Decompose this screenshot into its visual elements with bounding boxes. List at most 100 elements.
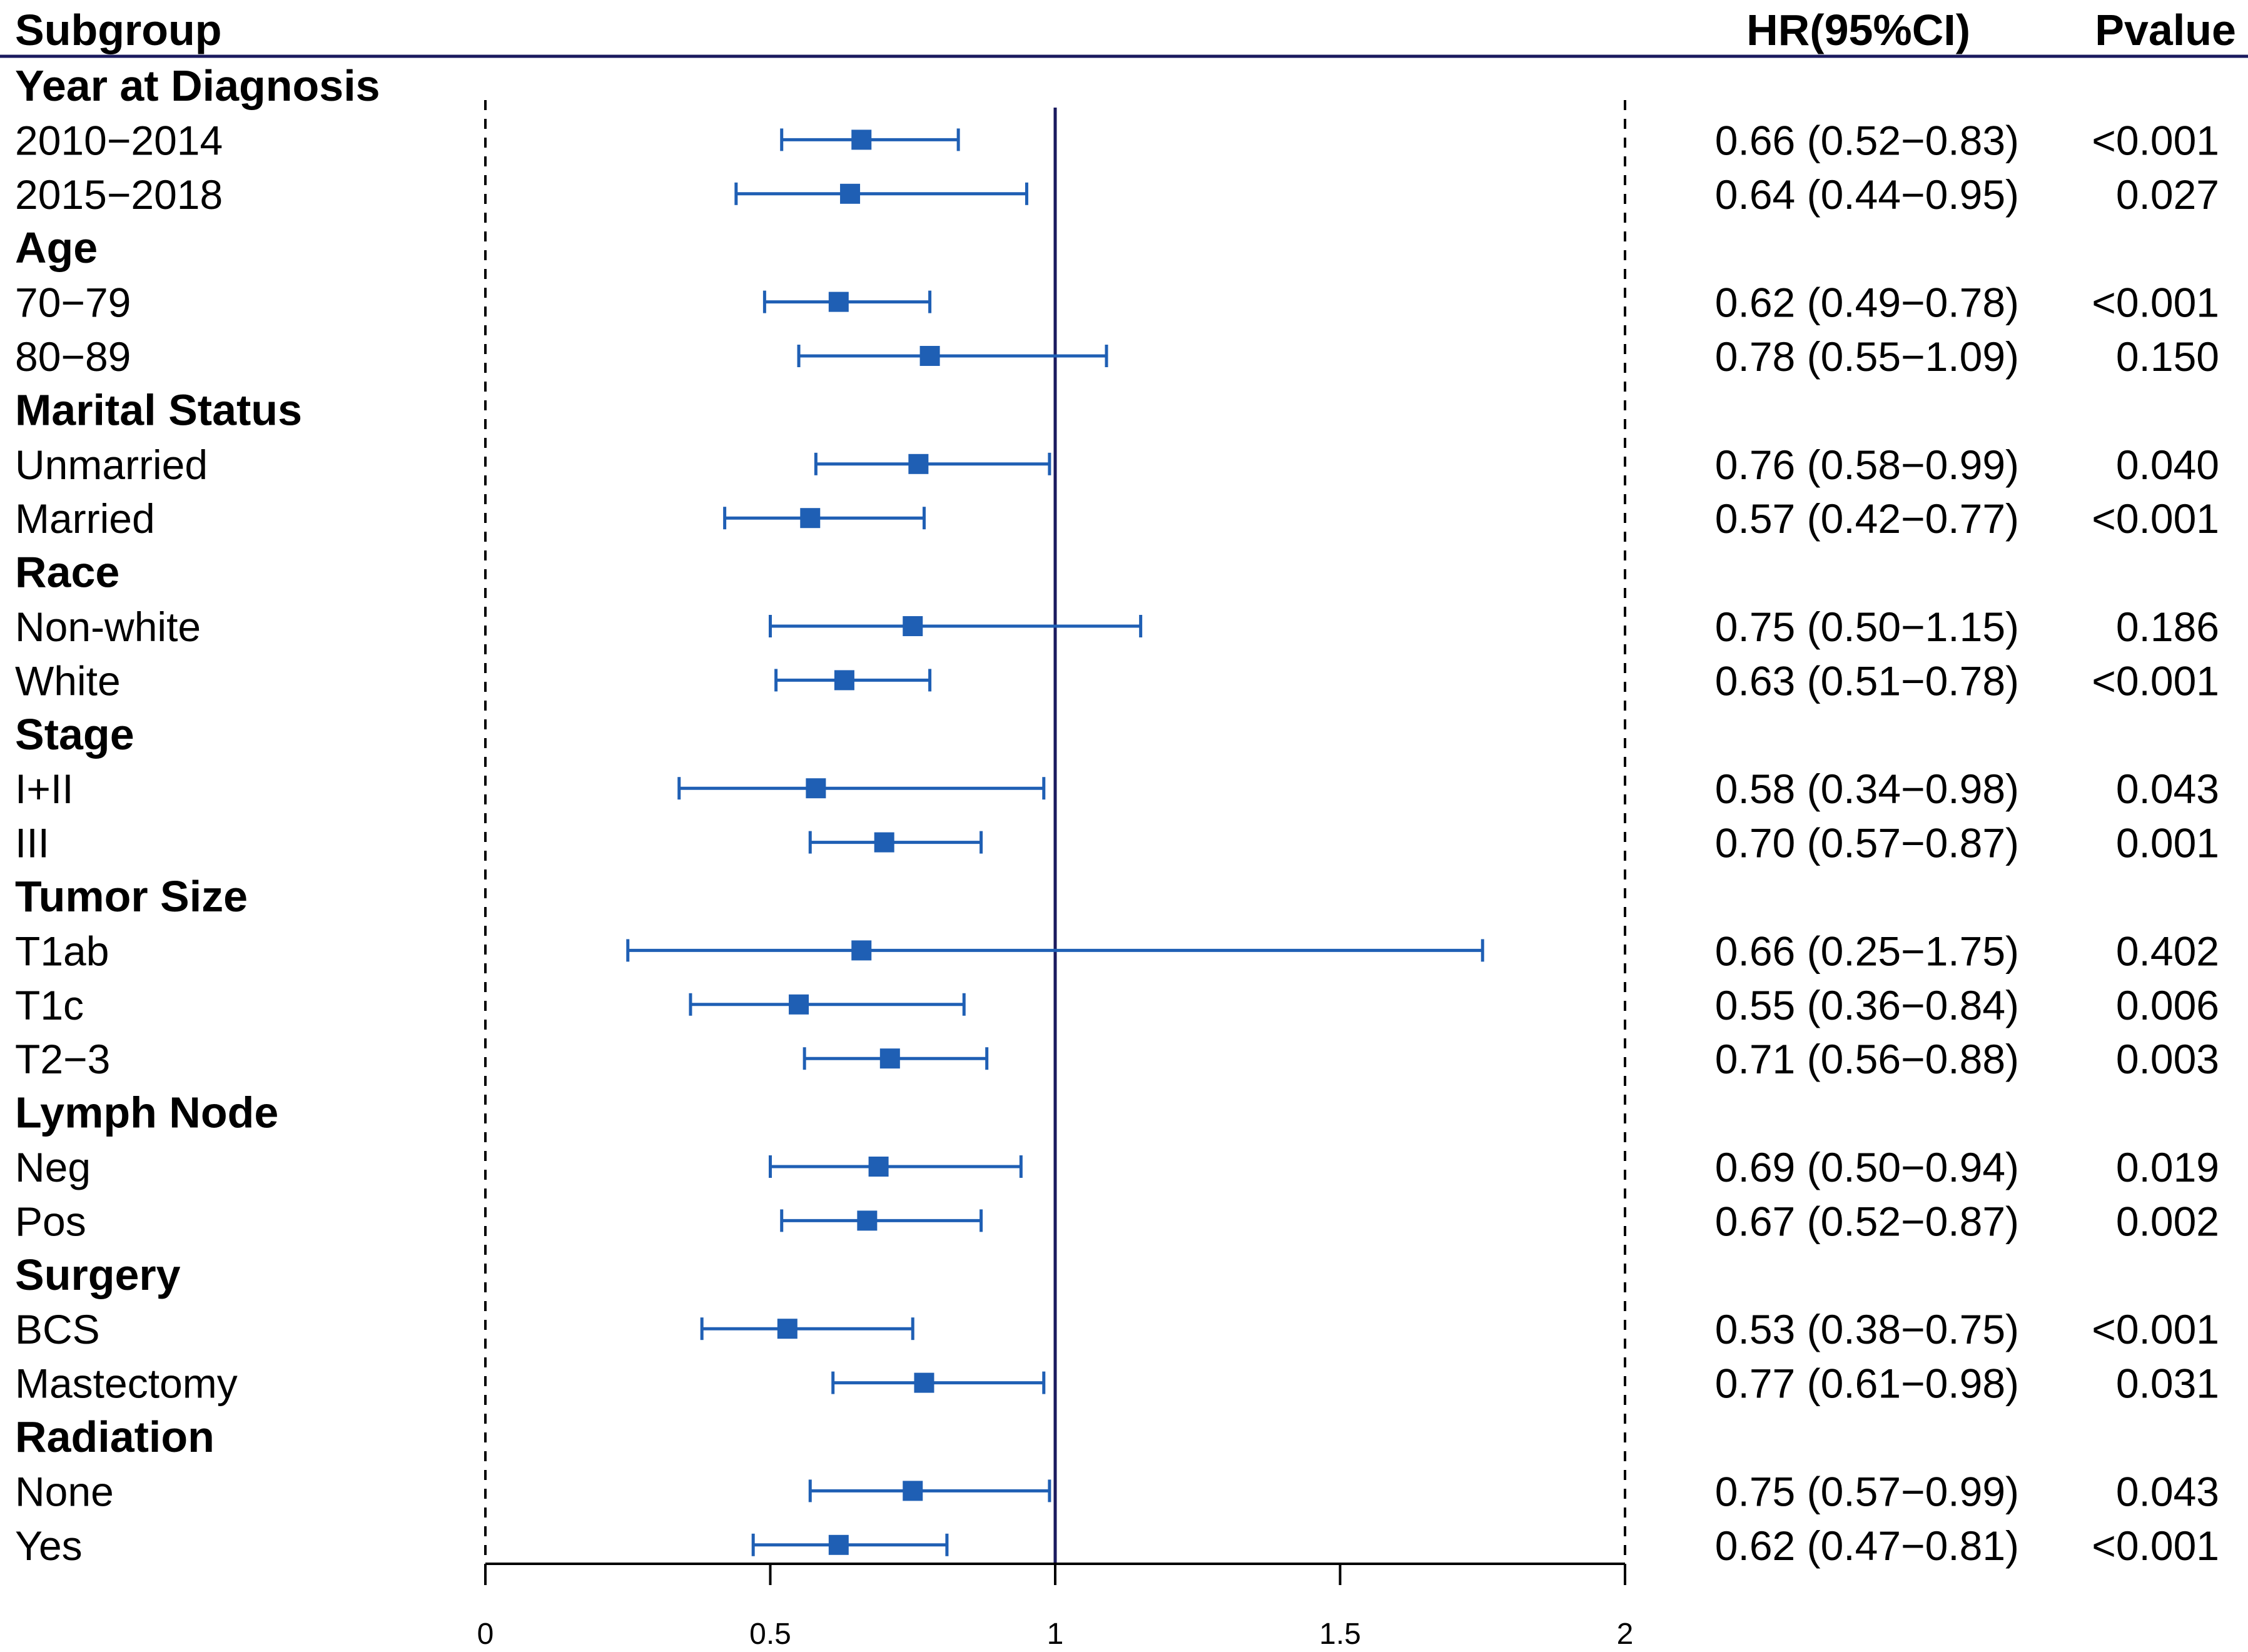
subgroup-label: 2015−2018 — [15, 171, 223, 218]
x-tick-label: 1.5 — [1319, 1618, 1361, 1651]
pvalue-text: <0.001 — [2092, 495, 2219, 542]
group-label: Lymph Node — [15, 1088, 278, 1137]
subgroup-label: 2010−2014 — [15, 117, 223, 163]
header-pvalue: Pvalue — [2095, 6, 2236, 54]
subgroup-label: White — [15, 657, 121, 704]
hr-point — [874, 832, 894, 853]
ci-row — [734, 182, 1028, 205]
pvalue-text: 0.006 — [2116, 982, 2219, 1028]
subgroup-label: Yes — [15, 1523, 83, 1569]
hr-ci-text: 0.57 (0.42−0.77) — [1715, 495, 2019, 542]
ci-row — [797, 345, 1108, 367]
pvalue-text: <0.001 — [2092, 657, 2219, 704]
pvalue-text: 0.043 — [2116, 1468, 2219, 1514]
ci-row — [700, 1317, 914, 1340]
pvalue-text: <0.001 — [2092, 1523, 2219, 1569]
hr-ci-text: 0.66 (0.52−0.83) — [1715, 117, 2019, 163]
hr-point — [840, 183, 861, 204]
header-hr: HR(95%CI) — [1746, 6, 1970, 54]
x-tick-label: 1 — [1047, 1618, 1064, 1651]
ci-row — [626, 939, 1484, 962]
hr-point — [834, 670, 854, 691]
ci-row — [808, 1479, 1051, 1503]
hr-ci-text: 0.63 (0.51−0.78) — [1715, 657, 2019, 704]
x-axis: 0 0.5 1 1.5 2 — [477, 1563, 1634, 1651]
hr-point — [789, 994, 809, 1015]
subgroup-label: Non-white — [15, 604, 201, 650]
ci-row — [769, 615, 1143, 637]
ci-row — [802, 1047, 989, 1070]
pvalue-text: <0.001 — [2092, 117, 2219, 163]
group-label: Race — [15, 548, 119, 597]
group-label: Radiation — [15, 1412, 215, 1461]
hr-ci-text: 0.64 (0.44−0.95) — [1715, 171, 2019, 218]
hr-point — [851, 940, 872, 961]
subgroup-label: BCS — [15, 1306, 100, 1352]
hr-point — [806, 778, 826, 799]
hr-ci-text: 0.62 (0.47−0.81) — [1715, 1523, 2019, 1569]
ci-row — [723, 507, 926, 530]
pvalue-text: 0.186 — [2116, 604, 2219, 650]
ci-row — [780, 128, 960, 151]
hr-point — [828, 291, 849, 312]
ci-row — [780, 1209, 983, 1232]
hr-point — [903, 1481, 923, 1501]
pvalue-text: 0.031 — [2116, 1361, 2219, 1407]
pvalue-text: 0.003 — [2116, 1036, 2219, 1082]
hr-ci-text: 0.67 (0.52−0.87) — [1715, 1198, 2019, 1244]
group-label: Year at Diagnosis — [15, 61, 380, 110]
hr-point — [868, 1157, 889, 1177]
hr-ci-text: 0.75 (0.50−1.15) — [1715, 604, 2019, 650]
x-tick-label: 0.5 — [749, 1618, 791, 1651]
ci-row — [751, 1533, 949, 1556]
subgroup-label: Neg — [15, 1144, 91, 1190]
hr-ci-text: 0.78 (0.55−1.09) — [1715, 333, 2019, 380]
pvalue-text: 0.150 — [2116, 333, 2219, 380]
ci-row — [689, 993, 966, 1016]
pvalue-text: <0.001 — [2092, 280, 2219, 326]
hr-ci-text: 0.70 (0.57−0.87) — [1715, 820, 2019, 866]
ci-row — [831, 1371, 1046, 1394]
subgroup-label: Unmarried — [15, 442, 208, 488]
hr-ci-text: 0.76 (0.58−0.99) — [1715, 442, 2019, 488]
plot-rows: Year at Diagnosis 2010−2014 0.66 (0.52−0.8… — [15, 61, 2219, 1569]
ci-row — [762, 290, 932, 313]
subgroup-label: T1ab — [15, 928, 109, 974]
hr-point — [914, 1372, 934, 1393]
group-label: Tumor Size — [15, 872, 248, 921]
group-label: Age — [15, 223, 98, 272]
hr-point — [903, 616, 923, 636]
ci-row — [774, 669, 932, 692]
subgroup-label: None — [15, 1468, 114, 1514]
hr-ci-text: 0.53 (0.38−0.75) — [1715, 1306, 2019, 1352]
hr-ci-text: 0.69 (0.50−0.94) — [1715, 1144, 2019, 1190]
hr-ci-text: 0.66 (0.25−1.75) — [1715, 928, 2019, 974]
hr-point — [851, 129, 872, 150]
subgroup-label: 80−89 — [15, 333, 131, 380]
hr-point — [908, 454, 929, 474]
hr-ci-text: 0.77 (0.61−0.98) — [1715, 1361, 2019, 1407]
pvalue-text: 0.001 — [2116, 820, 2219, 866]
x-tick-label: 2 — [1617, 1618, 1634, 1651]
subgroup-label: Pos — [15, 1198, 86, 1244]
hr-point — [919, 346, 940, 366]
group-label: Stage — [15, 710, 134, 759]
ci-row — [769, 1155, 1023, 1178]
subgroup-label: T1c — [15, 982, 84, 1028]
pvalue-text: <0.001 — [2092, 1306, 2219, 1352]
pvalue-text: 0.040 — [2116, 442, 2219, 488]
subgroup-label: T2−3 — [15, 1036, 110, 1082]
pvalue-text: 0.402 — [2116, 928, 2219, 974]
hr-ci-text: 0.71 (0.56−0.88) — [1715, 1036, 2019, 1082]
subgroup-label: Married — [15, 495, 155, 542]
group-label: Marital Status — [15, 385, 302, 434]
hr-ci-text: 0.58 (0.34−0.98) — [1715, 766, 2019, 812]
hr-ci-text: 0.75 (0.57−0.99) — [1715, 1468, 2019, 1514]
hr-point — [828, 1534, 849, 1555]
header-subgroup: Subgroup — [15, 6, 221, 54]
hr-point — [879, 1048, 900, 1069]
hr-point — [777, 1319, 797, 1339]
ci-row — [814, 452, 1051, 475]
subgroup-label: Mastectomy — [15, 1361, 238, 1407]
